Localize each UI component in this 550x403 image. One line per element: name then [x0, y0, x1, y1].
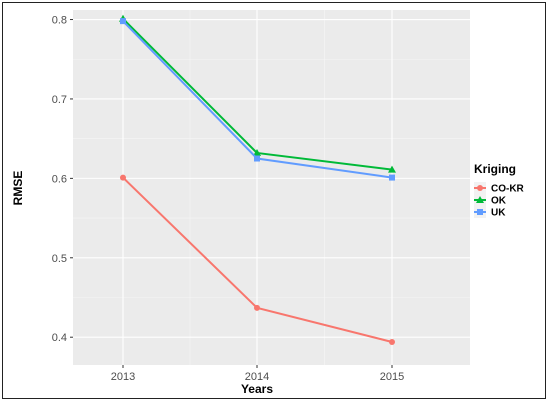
series-uk [120, 18, 395, 181]
data-point [120, 174, 126, 181]
legend-item-ok: OK [474, 194, 507, 207]
data-point [389, 174, 395, 181]
legend-item-co-kr: CO-KR [474, 182, 525, 195]
series-layer [119, 14, 396, 345]
y-tick-label: 0.4 [52, 332, 67, 344]
y-tick-label: 0.7 [52, 94, 67, 106]
legend-label: OK [491, 196, 507, 207]
legend-key-marker [477, 209, 483, 215]
data-point [253, 148, 261, 156]
series-co-kr [120, 174, 395, 345]
x-tick-label: 2015 [380, 371, 404, 383]
grid-minor [73, 10, 470, 365]
legend-key-marker [477, 185, 483, 191]
data-point [254, 304, 260, 311]
y-axis-title: RMSE [11, 171, 25, 206]
x-axis-title: Years [241, 382, 273, 396]
legend-item-uk: UK [474, 206, 506, 219]
grid-major [73, 10, 470, 365]
legend-label: CO-KR [491, 184, 525, 195]
y-tick-label: 0.5 [52, 253, 67, 265]
plot-panel [73, 10, 470, 365]
data-point [388, 165, 396, 173]
data-point [389, 338, 395, 345]
legend-title: Kriging [474, 162, 516, 176]
y-tick-label: 0.6 [52, 173, 67, 185]
legend-label: UK [491, 208, 506, 219]
data-point [254, 155, 260, 162]
legend-key-marker [476, 196, 484, 203]
x-tick-label: 2014 [245, 371, 269, 383]
x-axis: 2013 2014 2015 [111, 365, 404, 383]
y-axis: 0.4 0.5 0.6 0.7 0.8 [52, 15, 73, 344]
x-tick-label: 2013 [111, 371, 135, 383]
chart-frame [2, 2, 546, 399]
data-point [120, 18, 126, 25]
y-tick-label: 0.8 [52, 15, 67, 27]
